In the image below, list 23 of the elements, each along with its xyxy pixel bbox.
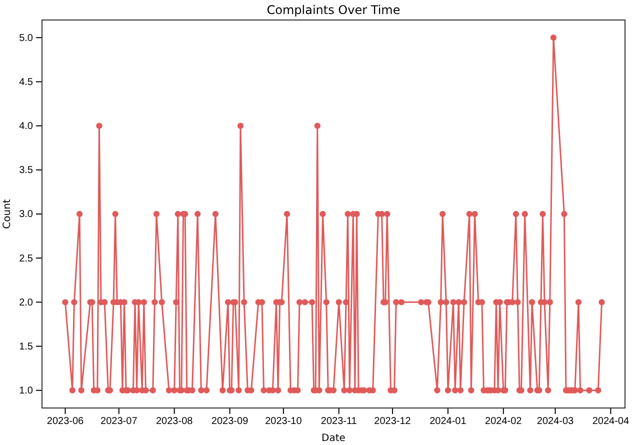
x-tick-label: 2023-06 [46,416,84,428]
x-tick-label: 2024-01 [430,416,467,428]
x-tick-label: 2023-11 [320,416,358,428]
x-tick-label: 2024-03 [536,416,574,428]
chart-title: Complaints Over Time [266,3,400,17]
x-tick-label: 2024-02 [485,416,522,428]
y-tick-label: 3.5 [19,165,34,176]
y-tick-label: 2.0 [19,297,34,308]
x-tick-label: 2023-08 [156,416,194,428]
x-tick-label: 2023-12 [374,416,412,428]
x-axis-title: Date [322,433,346,444]
x-tick-label: 2024-04 [592,416,630,428]
y-tick-label: 1.0 [19,386,34,397]
y-tick-label: 4.5 [19,76,34,88]
y-tick-label: 2.5 [19,253,34,264]
y-tick-label: 1.5 [19,341,34,352]
x-tick-label: 2023-09 [211,416,249,428]
y-axis-title: Count [2,199,13,229]
x-tick-label: 2023-10 [265,416,302,428]
y-tick-label: 3.0 [19,209,34,220]
y-tick-label: 5.0 [19,32,34,44]
x-tick-label: 2023-07 [100,416,138,428]
y-tick-label: 4.0 [19,121,34,132]
